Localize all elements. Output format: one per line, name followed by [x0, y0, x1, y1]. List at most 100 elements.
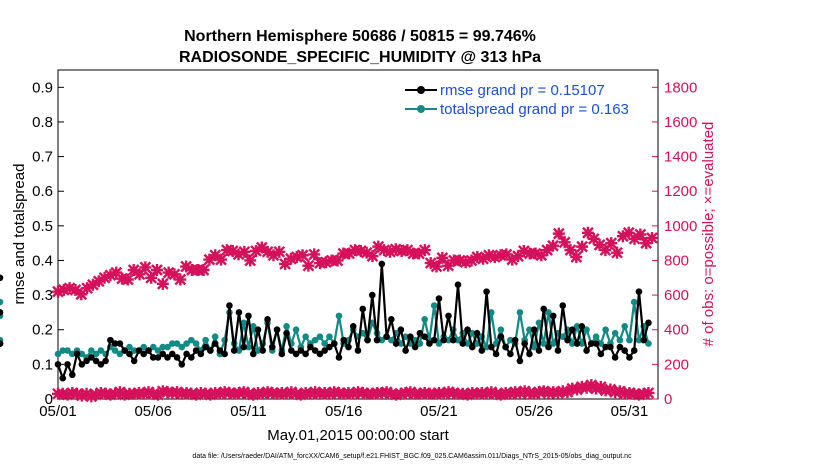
y-tick-label: 0: [45, 391, 53, 408]
obs-evaluated-marker: [256, 387, 269, 400]
obs-possible-marker: [133, 268, 146, 281]
obs-possible-marker: [611, 246, 624, 259]
totalspread-point: [573, 322, 581, 330]
chart-title-line1: Northern Hemisphere 50686 / 50815 = 99.7…: [184, 28, 536, 45]
rmse-point: [226, 302, 233, 309]
rmse-point: [626, 354, 633, 361]
totalspread-point: [154, 347, 162, 354]
totalspread-point: [116, 350, 124, 358]
obs-possible-marker: [92, 275, 105, 288]
obs-evaluated-marker: [437, 387, 450, 400]
totalspread-point: [311, 336, 319, 344]
obs-possible-marker: [151, 263, 163, 276]
obs-evaluated-marker: [380, 386, 393, 399]
obs-possible-marker: [267, 249, 280, 262]
rmse-point: [292, 350, 300, 358]
rmse-point: [192, 347, 200, 354]
rmse-point: [468, 343, 476, 351]
obs-evaluated-marker: [80, 387, 93, 400]
rmse-point: [273, 326, 281, 334]
obs-possible-marker: [238, 245, 251, 258]
rmse-point: [554, 347, 562, 354]
rmse-point: [430, 336, 438, 344]
y-tick-label: 0.1: [32, 356, 53, 373]
obs-possible-marker: [517, 244, 530, 257]
rmse-point: [102, 357, 109, 365]
obs-possible-marker: [110, 266, 123, 279]
obs-evaluated-marker: [494, 388, 507, 401]
totalspread-point: [616, 336, 624, 344]
obs-evaluated-marker: [590, 382, 603, 395]
rmse-point: [340, 336, 348, 344]
rmse-point: [92, 357, 100, 365]
obs-possible-marker: [552, 227, 565, 240]
obs-evaluated-marker: [213, 387, 226, 400]
obs-possible-marker: [389, 243, 402, 256]
obs-possible-marker: [121, 273, 134, 286]
totalspread-point: [464, 340, 471, 347]
totalspread-point: [483, 343, 490, 351]
totalspread-point: [378, 336, 386, 344]
rmse-point: [426, 340, 433, 347]
obs-possible-marker: [558, 236, 571, 249]
totalspread-point: [178, 343, 186, 351]
footer-data-file: data file: /Users/raeder/DAI/ATM_forcXX/…: [192, 453, 632, 460]
rmse-point: [368, 291, 376, 299]
x-tick-label: 05/21: [420, 403, 458, 420]
y-axis-right-label: # of obs: o=possible; ×=evaluated: [700, 122, 717, 347]
rmse-point: [407, 333, 414, 340]
obs-possible-marker: [145, 271, 158, 284]
obs-possible-marker: [587, 232, 600, 245]
x-tick-label: 05/16: [325, 403, 363, 420]
rmse-point: [59, 374, 67, 382]
rmse-point: [597, 350, 605, 358]
rmse-point: [254, 326, 262, 334]
rmse-point: [516, 357, 524, 365]
rmse-point: [545, 343, 552, 351]
rmse-point: [388, 316, 395, 323]
totalspread-point: [240, 319, 248, 327]
obs-possible-marker: [366, 250, 379, 263]
totalspread-point: [183, 340, 190, 347]
obs-possible-marker: [465, 254, 478, 267]
obs-possible-marker: [488, 251, 501, 264]
totalspread-point: [530, 343, 538, 351]
obs-evaluated-marker: [294, 388, 307, 401]
obs-possible-marker: [290, 251, 303, 264]
y2-tick-label: 1000: [664, 218, 697, 235]
obs-possible-marker: [63, 282, 76, 295]
totalspread-point: [235, 347, 243, 354]
rmse-point: [335, 354, 343, 361]
rmse-point: [549, 312, 557, 320]
totalspread-point: [545, 309, 552, 316]
obs-possible-marker: [69, 283, 82, 296]
rmse-point: [0, 340, 4, 347]
rmse-point: [216, 347, 224, 354]
rmse-point: [445, 312, 452, 320]
obs-possible-marker: [174, 273, 187, 286]
rmse-point: [197, 350, 205, 358]
obs-evaluated-marker: [247, 388, 260, 401]
totalspread-point: [188, 336, 195, 344]
obs-possible-marker: [628, 232, 641, 245]
obs-possible-marker: [418, 244, 431, 257]
rmse-point: [183, 350, 190, 358]
rmse-point: [583, 347, 590, 354]
obs-possible-marker: [343, 247, 356, 260]
x-tick-label: 05/06: [134, 403, 172, 420]
obs-possible-marker: [57, 283, 70, 296]
right-axis: 0 200 400 600 800 1000 1200 1400 1600 1800: [652, 79, 697, 408]
rmse-point: [230, 347, 238, 354]
totalspread-point: [421, 316, 428, 323]
rmse-point: [278, 350, 286, 358]
obs-possible-marker: [512, 250, 525, 263]
totalspread-point: [535, 319, 543, 327]
rmse-point: [602, 343, 609, 351]
y-tick-label: 0.3: [32, 287, 53, 304]
chart-title-line2: RADIOSONDE_SPECIFIC_HUMIDITY @ 313 hPa: [179, 49, 541, 66]
rmse-point: [383, 333, 390, 340]
rmse-point: [221, 350, 228, 358]
totalspread-point: [202, 336, 209, 344]
obs-evaluated-marker: [642, 386, 655, 399]
rmse-point: [440, 336, 448, 344]
